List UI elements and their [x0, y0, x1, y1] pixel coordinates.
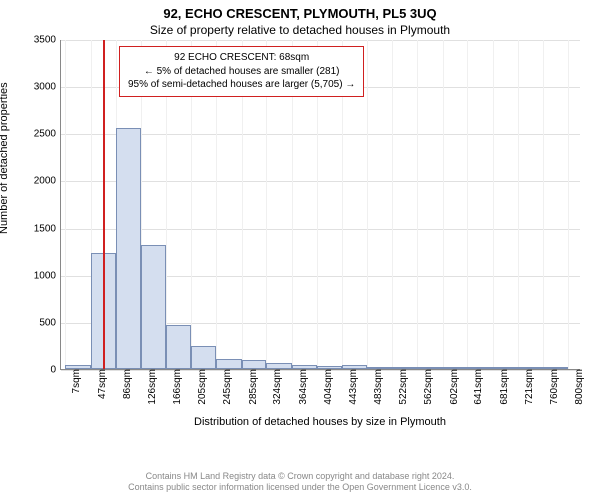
- histogram-bar: [65, 365, 90, 369]
- property-infobox: 92 ECHO CRESCENT: 68sqm ← 5% of detached…: [119, 46, 364, 97]
- x-tick-label: 126sqm: [141, 369, 158, 405]
- infobox-line-smaller: ← 5% of detached houses are smaller (281…: [128, 65, 355, 79]
- y-tick-label: 3000: [34, 82, 61, 93]
- x-tick-label: 166sqm: [166, 369, 183, 405]
- chart-title: 92, ECHO CRESCENT, PLYMOUTH, PL5 3UQ: [0, 6, 600, 21]
- gridline-v: [467, 40, 468, 369]
- x-tick-label: 641sqm: [467, 369, 484, 405]
- gridline-v: [543, 40, 544, 369]
- infobox-line-property: 92 ECHO CRESCENT: 68sqm: [128, 51, 355, 65]
- y-tick-label: 2500: [34, 129, 61, 140]
- histogram-bar: [191, 346, 216, 369]
- histogram-bar: [91, 253, 116, 369]
- gridline-v: [493, 40, 494, 369]
- x-axis-label: Distribution of detached houses by size …: [60, 416, 580, 428]
- infobox-line-larger: 95% of semi-detached houses are larger (…: [128, 78, 355, 92]
- x-tick-label: 245sqm: [216, 369, 233, 405]
- x-tick-label: 205sqm: [191, 369, 208, 405]
- histogram-bar: [266, 363, 291, 369]
- histogram-bar: [518, 367, 543, 369]
- y-tick-label: 3500: [34, 35, 61, 46]
- x-tick-label: 364sqm: [292, 369, 309, 405]
- x-tick-label: 800sqm: [568, 369, 585, 405]
- histogram-bar: [443, 367, 468, 369]
- histogram-bar: [242, 360, 267, 369]
- gridline-v: [443, 40, 444, 369]
- histogram-bar: [317, 366, 342, 369]
- y-axis-label: Number of detached properties: [0, 82, 10, 234]
- x-tick-label: 760sqm: [543, 369, 560, 405]
- attribution-footer: Contains HM Land Registry data © Crown c…: [0, 471, 600, 494]
- x-tick-label: 285sqm: [242, 369, 259, 405]
- x-tick-label: 404sqm: [317, 369, 334, 405]
- y-tick-label: 2000: [34, 176, 61, 187]
- x-tick-label: 324sqm: [266, 369, 283, 405]
- x-tick-label: 7sqm: [65, 369, 82, 393]
- histogram-bar: [141, 245, 166, 369]
- x-tick-label: 443sqm: [342, 369, 359, 405]
- gridline-v: [392, 40, 393, 369]
- histogram-bar: [292, 365, 317, 369]
- x-tick-label: 483sqm: [367, 369, 384, 405]
- gridline-v: [518, 40, 519, 369]
- histogram-bar: [216, 359, 241, 369]
- gridline-v: [367, 40, 368, 369]
- footer-line-1: Contains HM Land Registry data © Crown c…: [0, 471, 600, 483]
- histogram-bar: [417, 367, 442, 369]
- x-tick-label: 562sqm: [417, 369, 434, 405]
- x-tick-label: 86sqm: [116, 369, 133, 399]
- histogram-plot: 05001000150020002500300035007sqm47sqm86s…: [60, 40, 580, 370]
- x-tick-label: 522sqm: [392, 369, 409, 405]
- x-tick-label: 47sqm: [91, 369, 108, 399]
- gridline-v: [65, 40, 66, 369]
- histogram-bar: [367, 367, 392, 369]
- x-tick-label: 602sqm: [443, 369, 460, 405]
- y-tick-label: 1000: [34, 270, 61, 281]
- histogram-bar: [543, 367, 568, 369]
- y-tick-label: 0: [50, 365, 61, 376]
- x-tick-label: 721sqm: [518, 369, 535, 405]
- histogram-bar: [342, 365, 367, 369]
- histogram-bar: [467, 367, 492, 369]
- histogram-bar: [493, 367, 518, 369]
- chart-area: Number of detached properties 0500100015…: [0, 34, 600, 434]
- y-tick-label: 1500: [34, 223, 61, 234]
- footer-line-2: Contains public sector information licen…: [0, 482, 600, 494]
- gridline-v: [417, 40, 418, 369]
- x-tick-label: 681sqm: [493, 369, 510, 405]
- y-tick-label: 500: [39, 317, 61, 328]
- histogram-bar: [116, 128, 141, 369]
- histogram-bar: [392, 367, 417, 369]
- gridline-h: [61, 40, 580, 41]
- gridline-v: [568, 40, 569, 369]
- chart-header: 92, ECHO CRESCENT, PLYMOUTH, PL5 3UQ Siz…: [0, 0, 600, 37]
- histogram-bar: [166, 325, 191, 369]
